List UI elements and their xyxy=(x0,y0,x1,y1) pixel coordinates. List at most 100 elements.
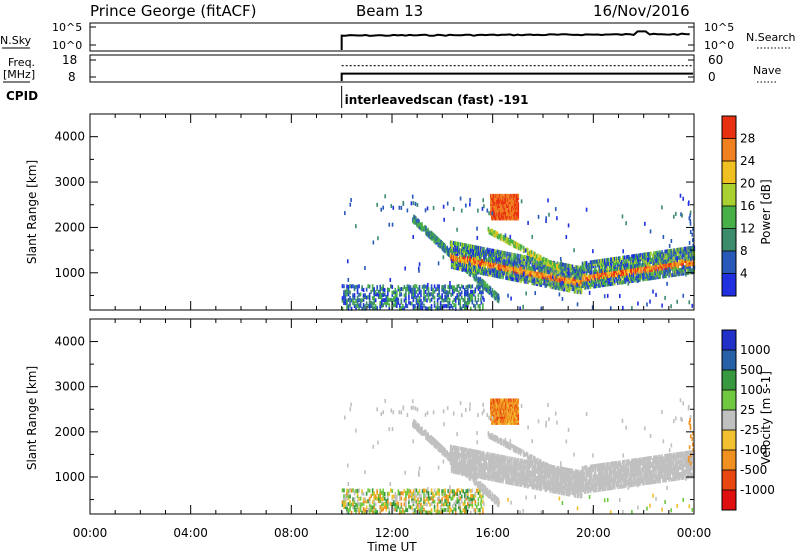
power-cell xyxy=(569,282,572,287)
velocity-cell xyxy=(353,505,356,510)
velocity-cell xyxy=(477,462,479,467)
power-cell xyxy=(581,261,584,266)
power-cell xyxy=(557,284,560,289)
power-cell xyxy=(689,219,692,224)
power-cell xyxy=(520,256,522,261)
velocity-cell xyxy=(505,478,507,483)
velocity-cell xyxy=(364,497,366,502)
power-cell xyxy=(661,262,663,267)
power-cell xyxy=(491,214,494,219)
power-cell xyxy=(423,225,425,230)
power-cell xyxy=(513,197,515,202)
power-cell xyxy=(343,298,345,303)
power-cell xyxy=(478,270,480,275)
power-cell xyxy=(469,256,471,261)
power-cell xyxy=(634,272,636,277)
power-cell xyxy=(544,277,547,282)
power-cell xyxy=(473,267,475,272)
velocity-cell xyxy=(368,508,371,513)
velocity-cell xyxy=(371,488,374,493)
power-cell xyxy=(690,254,693,259)
power-cell xyxy=(459,256,462,261)
power-cell xyxy=(436,287,439,292)
power-cell xyxy=(469,264,471,269)
power-cell xyxy=(561,262,564,267)
velocity-cell xyxy=(343,505,345,510)
power-cell xyxy=(424,208,427,213)
power-cell xyxy=(679,257,682,262)
power-cell xyxy=(553,275,556,280)
power-cell xyxy=(536,273,539,278)
power-cell xyxy=(572,279,575,284)
velocity-cell xyxy=(459,467,462,472)
power-cell xyxy=(617,274,620,279)
power-cell xyxy=(609,273,612,278)
power-cell xyxy=(497,253,499,258)
velocity-cell xyxy=(405,494,407,499)
power-cell xyxy=(460,250,463,255)
power-cell xyxy=(482,269,484,274)
power-cell xyxy=(630,279,632,284)
power-cell xyxy=(598,283,601,288)
power-cell xyxy=(432,287,434,292)
power-cell xyxy=(492,214,495,219)
power-cell xyxy=(581,279,584,284)
power-cell xyxy=(491,254,493,259)
power-cell xyxy=(622,263,624,268)
power-cell xyxy=(677,268,679,273)
power-cell xyxy=(665,261,667,266)
velocity-cell xyxy=(488,476,490,481)
velocity-cell xyxy=(486,462,488,467)
power-cell xyxy=(453,303,456,308)
velocity-cell xyxy=(466,497,469,502)
velocity-cell xyxy=(468,500,471,505)
power-cell xyxy=(689,210,692,215)
velocity-cell xyxy=(463,504,466,509)
velocity-cell xyxy=(417,505,419,510)
power-cell xyxy=(391,222,394,227)
power-cell xyxy=(491,216,494,221)
power-cell xyxy=(560,286,563,291)
power-cell xyxy=(665,267,667,272)
power-cell xyxy=(449,240,452,245)
power-cell xyxy=(526,248,529,253)
power-cell xyxy=(515,259,517,264)
power-cell xyxy=(498,210,500,215)
power-cell xyxy=(560,280,563,285)
power-cell xyxy=(479,262,481,267)
power-cell xyxy=(606,270,609,275)
power-cell xyxy=(430,292,433,297)
power-cell xyxy=(510,272,512,277)
power-cell xyxy=(498,216,500,221)
power-cell xyxy=(493,271,495,276)
power-cell xyxy=(646,270,648,275)
power-cell xyxy=(655,273,657,278)
power-cell xyxy=(457,258,460,263)
power-cell xyxy=(509,193,512,198)
power-cell xyxy=(447,248,449,253)
power-cell xyxy=(645,262,647,267)
velocity-cell xyxy=(389,488,392,493)
velocity-cell xyxy=(444,501,446,506)
power-cell xyxy=(349,202,352,207)
power-cell xyxy=(489,286,492,291)
power-cell xyxy=(598,265,601,270)
velocity-cell xyxy=(373,494,375,499)
power-cell xyxy=(615,260,618,265)
power-cell xyxy=(690,262,693,267)
power-cell xyxy=(606,282,609,287)
power-cell xyxy=(513,273,515,278)
power-cell xyxy=(502,269,504,274)
power-cell xyxy=(477,258,479,263)
power-cell xyxy=(457,241,460,246)
power-cell xyxy=(512,271,514,276)
power-cell xyxy=(587,285,590,290)
velocity-cell xyxy=(461,453,464,458)
power-cell xyxy=(662,272,664,277)
power-cell xyxy=(494,214,497,219)
velocity-cell xyxy=(502,459,504,464)
power-cell xyxy=(577,285,580,290)
power-cell xyxy=(483,257,485,262)
power-cell xyxy=(452,253,455,258)
power-cell xyxy=(674,260,676,265)
